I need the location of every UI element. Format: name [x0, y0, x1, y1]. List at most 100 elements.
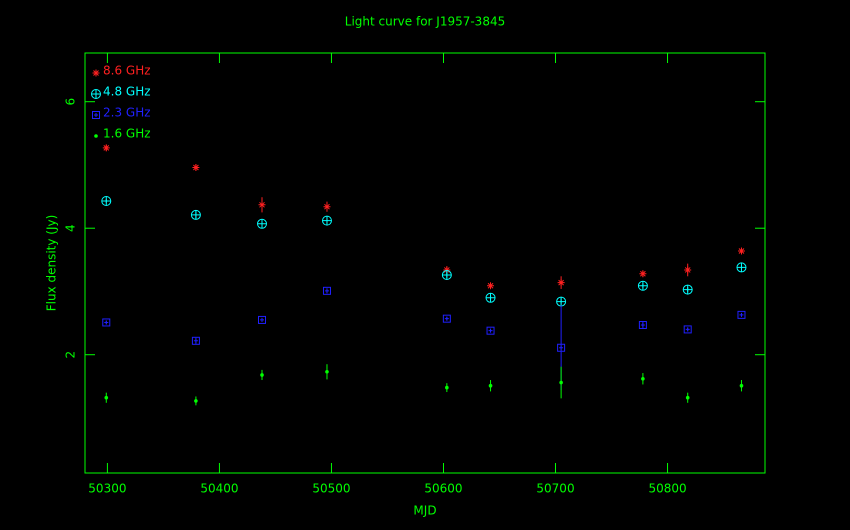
legend-marker — [92, 69, 100, 77]
marker-shape — [444, 316, 449, 321]
legend-label: 8.6 GHz — [103, 64, 151, 78]
marker-shape — [641, 376, 645, 381]
marker-shape — [92, 69, 100, 77]
marker-shape — [257, 219, 267, 229]
data-point — [443, 266, 451, 274]
x-axis-label: MJD — [413, 504, 436, 518]
x-tick-label: 50500 — [312, 482, 350, 496]
marker-shape — [737, 310, 746, 319]
marker-shape — [258, 201, 266, 209]
marker-shape — [101, 196, 111, 206]
data-point — [322, 286, 331, 295]
marker-shape — [104, 320, 109, 325]
marker-shape — [258, 315, 267, 324]
marker-shape — [739, 312, 744, 317]
data-point — [685, 395, 690, 400]
marker-shape — [104, 395, 109, 400]
marker-shape — [325, 369, 329, 374]
marker-shape — [191, 210, 201, 220]
data-point — [683, 325, 692, 334]
data-point — [737, 310, 746, 319]
marker-shape — [102, 318, 111, 327]
plot-frame — [84, 52, 766, 474]
data-point — [192, 163, 200, 171]
marker-shape — [683, 325, 692, 334]
marker-shape — [192, 163, 200, 171]
marker-shape — [685, 395, 690, 400]
data-point — [257, 218, 268, 229]
marker-shape — [736, 262, 746, 272]
data-point — [321, 215, 332, 226]
marker-shape — [260, 317, 265, 322]
data-point — [682, 284, 693, 295]
marker-shape — [639, 270, 647, 278]
marker-shape — [557, 279, 565, 287]
x-tick-label: 50400 — [200, 482, 238, 496]
data-point — [487, 282, 495, 290]
legend-marker — [91, 89, 101, 99]
marker-shape — [556, 297, 566, 307]
data-point — [102, 144, 110, 152]
legend-label: 4.8 GHz — [103, 85, 151, 99]
marker-shape — [685, 327, 690, 332]
marker-shape — [94, 134, 98, 138]
marker-shape — [739, 383, 744, 388]
marker-shape — [194, 399, 198, 403]
data-point — [639, 270, 647, 278]
marker-shape — [638, 320, 647, 329]
data-point — [488, 383, 493, 388]
data-point — [638, 320, 647, 329]
marker-shape — [442, 314, 451, 323]
data-point — [684, 266, 692, 274]
x-tick-label: 50800 — [648, 482, 686, 496]
marker-shape — [92, 111, 100, 119]
data-point — [559, 380, 563, 385]
data-point — [441, 270, 452, 281]
data-point — [557, 279, 565, 287]
chart-title: Light curve for J1957-3845 — [345, 15, 505, 29]
data-point — [737, 247, 745, 255]
data-point — [641, 376, 645, 381]
marker-shape — [559, 380, 563, 385]
data-point — [258, 201, 266, 209]
legend-marker — [94, 134, 98, 138]
marker-shape — [486, 293, 496, 303]
marker-shape — [324, 288, 329, 293]
marker-shape — [260, 373, 264, 377]
marker-shape — [323, 203, 331, 211]
data-point — [104, 395, 109, 400]
data-point — [190, 209, 201, 220]
marker-shape — [487, 282, 495, 290]
y-axis-label: Flux density (Jy) — [45, 215, 59, 312]
marker-shape — [191, 336, 200, 345]
data-point — [101, 196, 112, 207]
data-point — [486, 326, 495, 335]
x-tick-label: 50700 — [536, 482, 574, 496]
marker-shape — [322, 286, 331, 295]
data-point — [739, 383, 744, 388]
marker-shape — [557, 343, 566, 352]
marker-shape — [559, 345, 564, 350]
data-point — [323, 203, 331, 211]
marker-shape — [737, 247, 745, 255]
y-tick-label: 6 — [64, 98, 78, 106]
data-point — [557, 343, 566, 352]
legend-label: 2.3 GHz — [103, 106, 151, 120]
data-point — [637, 280, 648, 291]
data-point — [260, 373, 264, 377]
data-point — [258, 315, 267, 324]
marker-shape — [102, 144, 110, 152]
marker-shape — [640, 322, 645, 327]
data-point — [191, 336, 200, 345]
marker-shape — [684, 266, 692, 274]
marker-shape — [486, 326, 495, 335]
marker-shape — [443, 266, 451, 274]
data-point — [485, 292, 496, 303]
marker-shape — [193, 338, 198, 343]
marker-shape — [488, 328, 493, 333]
marker-shape — [94, 113, 98, 117]
data-point — [736, 262, 747, 273]
marker-shape — [445, 385, 449, 390]
marker-shape — [683, 285, 693, 295]
